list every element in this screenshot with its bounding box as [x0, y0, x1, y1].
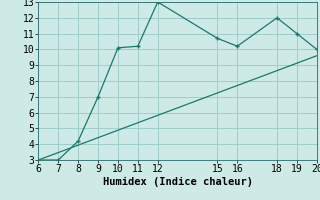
X-axis label: Humidex (Indice chaleur): Humidex (Indice chaleur) [103, 177, 252, 187]
